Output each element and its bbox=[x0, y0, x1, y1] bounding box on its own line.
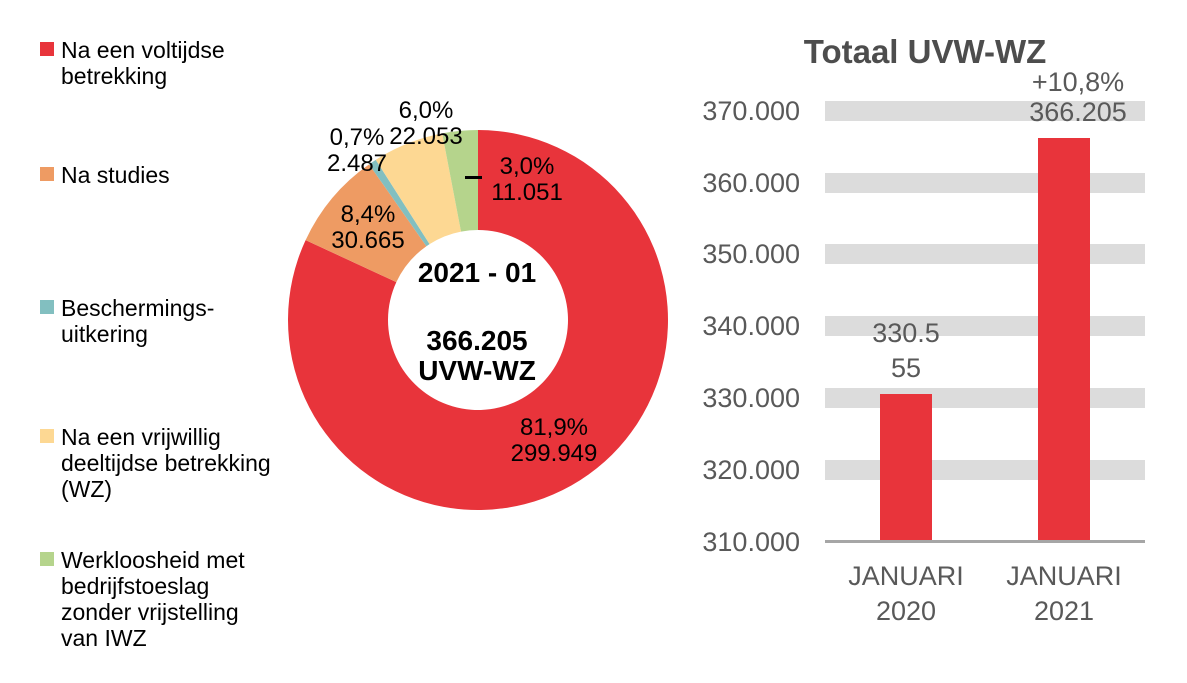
legend-label: Na een voltijdse betrekking bbox=[61, 37, 225, 89]
gridline-350000 bbox=[825, 244, 1145, 264]
legend-item-na-studies: Na studies bbox=[40, 162, 310, 188]
donut-slice-1 bbox=[305, 164, 427, 283]
leader-line bbox=[465, 176, 482, 179]
bar-0 bbox=[880, 393, 932, 540]
donut-slice-0 bbox=[288, 130, 668, 511]
bar-label-januari-2020: 330.5 55 bbox=[872, 318, 940, 383]
legend-item-vrijwillig-deeltijds: Na een vrijwillig deeltijdse betrekking … bbox=[40, 424, 310, 502]
slice-value: 22.053 bbox=[389, 123, 463, 150]
bar-chart-title: Totaal UVW-WZ bbox=[803, 33, 1047, 70]
ytick-340000: 340.000 bbox=[702, 311, 800, 341]
ytick-350000: 350.000 bbox=[702, 239, 800, 269]
slice-percent: 8,4% bbox=[340, 201, 396, 228]
gridline-330000 bbox=[825, 388, 1145, 408]
legend-item-bedrijfstoeslag: Werkloosheid met bedrijfstoeslag zonder … bbox=[40, 547, 310, 651]
x-axis-line bbox=[825, 540, 1145, 543]
slice-percent: 0,7% bbox=[329, 124, 385, 151]
legend-item-beschermingsuitkering: Beschermings- uitkering bbox=[40, 295, 310, 347]
ytick-360000: 360.000 bbox=[702, 168, 800, 198]
legend-label: Na een vrijwillig deeltijdse betrekking … bbox=[61, 424, 271, 502]
legend-swatch-teal bbox=[40, 300, 54, 314]
slice-percent: 6,0% bbox=[398, 97, 454, 124]
legend-swatch-green bbox=[40, 552, 54, 566]
slice-label-vrijwillig-deeltijds: 6,0% 22.053 bbox=[361, 98, 491, 150]
donut-center-label: 2021 - 01 366.205 UVW-WZ bbox=[367, 258, 587, 386]
slice-percent: 81,9% bbox=[519, 414, 589, 441]
gridline-320000 bbox=[825, 460, 1145, 480]
gridline-370000 bbox=[825, 101, 1145, 121]
total-unit: UVW-WZ bbox=[418, 355, 536, 386]
slice-label-beschermingsuitkering: 0,7% 2.487 bbox=[292, 125, 422, 177]
period-label: 2021 - 01 bbox=[417, 257, 537, 288]
xtick-januari-2021: JANUARI 2021 bbox=[1006, 561, 1122, 626]
slice-label-na-studies: 8,4% 30.665 bbox=[303, 202, 433, 254]
slice-percent: 3,0% bbox=[499, 153, 555, 180]
gridline-360000 bbox=[825, 173, 1145, 193]
slice-value: 2.487 bbox=[326, 150, 388, 177]
slice-label-bedrijfstoeslag: 3,0% 11.051 bbox=[462, 154, 592, 206]
ytick-320000: 320.000 bbox=[702, 455, 800, 485]
donut-slice-2 bbox=[369, 159, 430, 247]
donut-slice-4 bbox=[442, 130, 478, 232]
ytick-370000: 370.000 bbox=[702, 96, 800, 126]
legend-swatch-yellow bbox=[40, 429, 54, 443]
legend-label: Na studies bbox=[61, 162, 170, 188]
ytick-330000: 330.000 bbox=[702, 383, 800, 413]
bar-label-januari-2021: +10,8% 366.205 bbox=[1029, 67, 1127, 127]
total-value: 366.205 bbox=[426, 325, 528, 356]
ytick-310000: 310.000 bbox=[702, 527, 800, 557]
slice-value: 30.665 bbox=[331, 227, 405, 254]
legend-label: Werkloosheid met bedrijfstoeslag zonder … bbox=[61, 547, 245, 651]
slice-label-voltijdse-betrekking: 81,9% 299.949 bbox=[489, 415, 619, 467]
legend-swatch-red bbox=[40, 42, 54, 56]
legend-item-na-een-voltijdse-betrekking: Na een voltijdse betrekking bbox=[40, 37, 310, 89]
slice-value: 11.051 bbox=[491, 179, 563, 206]
bar-1 bbox=[1038, 137, 1090, 540]
legend-label: Beschermings- uitkering bbox=[61, 295, 215, 347]
legend-swatch-orange bbox=[40, 167, 54, 181]
xtick-januari-2020: JANUARI 2020 bbox=[848, 561, 964, 626]
donut-slice-3 bbox=[375, 133, 462, 245]
donut-ring bbox=[288, 130, 668, 511]
slice-value: 299.949 bbox=[510, 440, 598, 467]
